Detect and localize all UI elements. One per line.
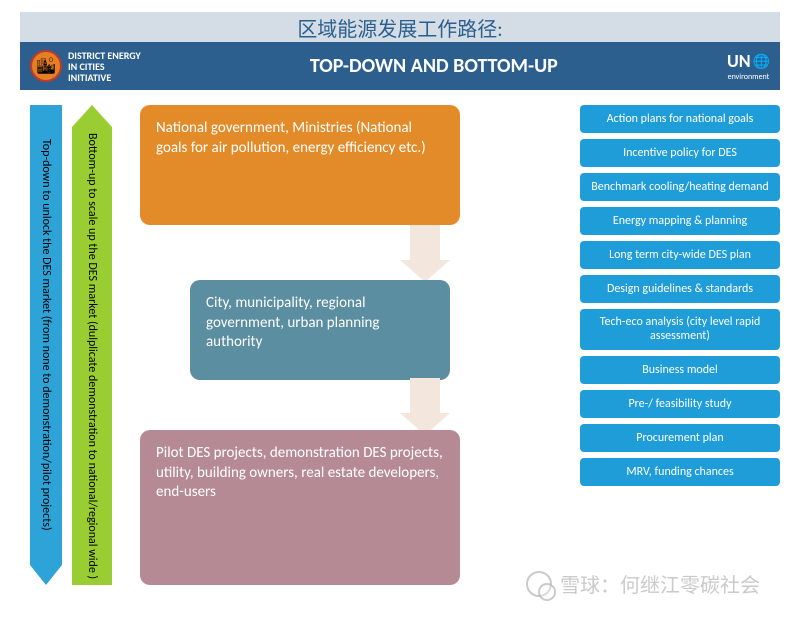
top-down-label: Top-down to unlock the DES market (from …	[39, 139, 53, 531]
side-item: Energy mapping & planning	[580, 207, 780, 235]
un-logo: UN🌐	[727, 50, 770, 72]
watermark-icon	[526, 571, 552, 597]
city-block: City, municipality, regional government,…	[190, 280, 450, 380]
watermark: 雪球：何继江零碳社会	[526, 569, 760, 598]
top-down-arrow: Top-down to unlock the DES market (from …	[30, 105, 62, 585]
watermark-text: 雪球：何继江零碳社会	[560, 569, 760, 598]
logo-left: 🏙 DISTRICT ENERGY IN CITIES INITIATIVE	[30, 50, 141, 83]
sidebar: Action plans for national goals Incentiv…	[580, 105, 780, 486]
flow-arrow-1	[400, 225, 450, 282]
national-block: National government, Ministries (Nationa…	[140, 105, 460, 225]
bottom-up-label: Bottom-up to scale up the DES market (du…	[85, 133, 99, 579]
logo-right: UN🌐 environment	[727, 50, 770, 82]
side-item: Design guidelines & standards	[580, 275, 780, 303]
flow-arrow-2	[400, 378, 450, 435]
main-title: TOP-DOWN AND BOTTOM-UP	[141, 54, 727, 78]
un-subtitle: environment	[728, 72, 770, 82]
side-item: Business model	[580, 356, 780, 384]
bottom-up-arrow: Bottom-up to scale up the DES market (du…	[72, 105, 112, 585]
globe-icon: 🌐	[753, 53, 770, 70]
side-item: Benchmark cooling/heating demand	[580, 173, 780, 201]
side-item: Action plans for national goals	[580, 105, 780, 133]
header-subtitle: 区域能源发展工作路径:	[20, 12, 780, 42]
side-item: Procurement plan	[580, 424, 780, 452]
side-item: MRV, funding chances	[580, 458, 780, 486]
side-item: Long term city-wide DES plan	[580, 241, 780, 269]
side-item: Incentive policy for DES	[580, 139, 780, 167]
district-energy-icon: 🏙	[30, 50, 62, 82]
logo-line1: DISTRICT ENERGY	[68, 50, 141, 61]
logo-line3: INITIATIVE	[68, 72, 141, 83]
header-main: 🏙 DISTRICT ENERGY IN CITIES INITIATIVE T…	[20, 42, 780, 90]
side-item: Pre-/ feasibility study	[580, 390, 780, 418]
logo-line2: IN CITIES	[68, 61, 141, 72]
logo-left-text: DISTRICT ENERGY IN CITIES INITIATIVE	[68, 50, 141, 83]
pilot-block: Pilot DES projects, demonstration DES pr…	[140, 430, 460, 585]
header: 区域能源发展工作路径: 🏙 DISTRICT ENERGY IN CITIES …	[20, 12, 780, 90]
side-item: Tech-eco analysis (city level rapid asse…	[580, 309, 780, 350]
